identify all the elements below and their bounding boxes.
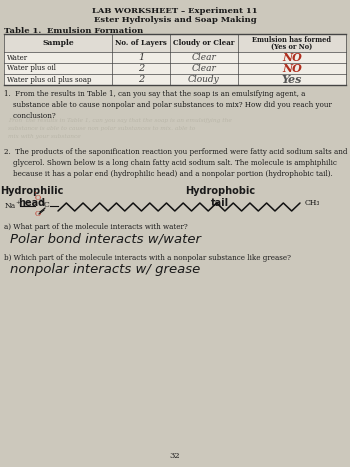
Text: NO: NO [282,52,302,63]
Text: Ester Hydrolysis and Soap Making: Ester Hydrolysis and Soap Making [94,16,256,24]
Text: Water plus oil: Water plus oil [7,64,56,72]
Text: LAB WORKSHEET – Experiment 11: LAB WORKSHEET – Experiment 11 [92,7,258,15]
Text: Clear: Clear [192,64,216,73]
Text: nonpolar interacts w/ grease: nonpolar interacts w/ grease [10,263,200,276]
Text: 1.  From the results in Table 1, can you say that the soap is an emulsifying age: 1. From the results in Table 1, can you … [4,90,332,120]
Text: Water: Water [7,54,28,62]
Text: NO: NO [282,63,302,74]
Text: b) Which part of the molecule interacts with a nonpolar substance like grease?: b) Which part of the molecule interacts … [4,254,291,262]
Text: No. of Layers: No. of Layers [115,39,167,47]
Text: Clear: Clear [192,53,216,62]
Text: (Yes or No): (Yes or No) [271,42,313,50]
Text: Hydrophobic
tail: Hydrophobic tail [185,186,255,208]
Text: 1: 1 [138,53,144,62]
Bar [4,34,346,85]
Text: Cloudy: Cloudy [188,75,220,84]
Text: Sample: Sample [42,39,74,47]
Text: a) What part of the molecule interacts with water?: a) What part of the molecule interacts w… [4,223,188,231]
Text: 2: 2 [138,64,144,73]
Text: substance is able to cause non polar substances to mix. able to: substance is able to cause non polar sub… [8,126,195,131]
Text: +: + [15,199,20,205]
Text: Fron  the results in Table 1, can you say that the soap is an emulsifying the: Fron the results in Table 1, can you say… [8,118,232,123]
Text: 2.  The products of the saponification reaction you performed were fatty acid so: 2. The products of the saponification re… [4,148,348,178]
Text: ·: · [34,189,36,198]
Text: Table 1.  Emulsion Formation: Table 1. Emulsion Formation [4,27,143,35]
Text: 32: 32 [170,452,180,460]
Text: 2: 2 [138,75,144,84]
Text: O: O [35,210,41,218]
Text: C: C [44,201,50,209]
Text: CH₃: CH₃ [305,199,320,207]
Text: Polar bond interacts w/water: Polar bond interacts w/water [10,232,201,245]
Text: Cloudy or Clear: Cloudy or Clear [173,39,235,47]
Text: Hydrophilic
head: Hydrophilic head [0,186,64,208]
Text: O: O [35,194,41,202]
Text: Na: Na [5,202,16,210]
Text: Emulsion has formed: Emulsion has formed [252,35,331,43]
Bar [4,34,346,52]
Text: Water plus oil plus soap: Water plus oil plus soap [7,76,91,84]
Text: mix with your substance: mix with your substance [8,134,81,139]
Text: Yes: Yes [282,74,302,85]
